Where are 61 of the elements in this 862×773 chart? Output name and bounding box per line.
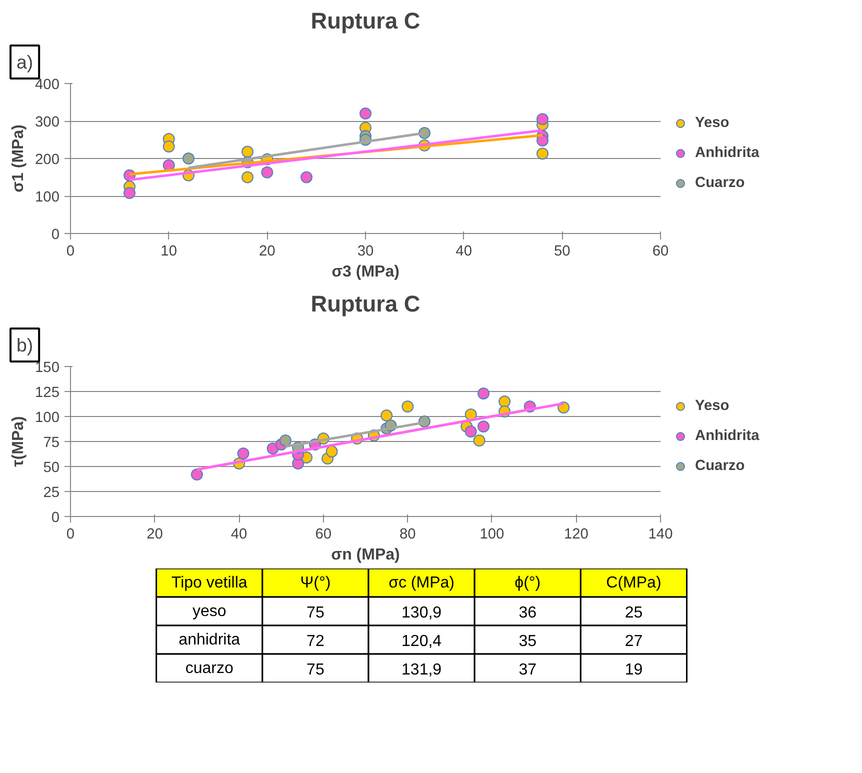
x-tick-label: 20 xyxy=(146,526,163,542)
text: 130,9 xyxy=(402,604,442,622)
y-axis-title: σ1 (MPa) xyxy=(10,124,28,192)
y-tick-label: 50 xyxy=(43,460,60,476)
x-tick-label: 50 xyxy=(554,244,570,260)
legend-label: Cuarzo xyxy=(695,458,745,474)
text: b) xyxy=(16,334,34,356)
x-tick-label: 10 xyxy=(160,244,177,260)
category-label: cuarzo xyxy=(185,660,234,677)
chart-title: Ruptura C xyxy=(310,290,420,316)
x-tick-label: 0 xyxy=(66,244,75,260)
x-tick-label: 140 xyxy=(648,526,673,542)
x-tick-label: 20 xyxy=(259,244,276,260)
text: 27 xyxy=(624,632,643,650)
text: 75 xyxy=(306,661,324,678)
legend-label: Anhidrita xyxy=(695,428,760,444)
legend-label: Cuarzo xyxy=(695,175,745,191)
category-label: σc (MPa) xyxy=(388,574,454,592)
x-tick-label: 60 xyxy=(315,526,332,542)
x-tick-label: 120 xyxy=(564,526,588,542)
category-label: Ψ(°) xyxy=(300,574,331,592)
text: 25 xyxy=(624,604,643,622)
y-tick-label: 300 xyxy=(35,114,60,130)
legend-label: Yeso xyxy=(695,398,730,414)
text: a) xyxy=(16,52,34,72)
text: 35 xyxy=(518,632,537,650)
x-tick-label: 80 xyxy=(399,526,416,542)
chart-title: Ruptura C xyxy=(310,8,420,34)
y-tick-label: 150 xyxy=(35,360,60,376)
text: 75 xyxy=(306,604,324,622)
y-tick-label: 100 xyxy=(35,190,60,206)
x-tick-label: 40 xyxy=(456,244,472,260)
category-label: ϕ(°) xyxy=(514,574,541,592)
category-label: C(MPa) xyxy=(606,574,662,592)
x-tick-label: 30 xyxy=(357,244,374,260)
y-tick-label: 0 xyxy=(51,510,60,526)
x-tick-label: 60 xyxy=(652,244,669,260)
text: 131,9 xyxy=(402,661,442,678)
category-label: Tipo vetilla xyxy=(171,574,248,592)
y-tick-label: 25 xyxy=(43,485,60,501)
y-tick-label: 100 xyxy=(35,410,60,426)
legend-label: Yeso xyxy=(695,115,730,131)
x-tick-label: 0 xyxy=(66,526,75,542)
category-label: anhidrita xyxy=(178,631,240,648)
y-tick-label: 75 xyxy=(43,435,60,451)
y-tick-label: 400 xyxy=(35,77,60,93)
y-tick-label: 125 xyxy=(35,385,60,401)
y-tick-label: 200 xyxy=(35,152,60,168)
text: 120,4 xyxy=(402,632,442,650)
text: 37 xyxy=(518,661,537,678)
category-label: yeso xyxy=(192,602,226,620)
x-axis-title: σ3 (MPa) xyxy=(332,264,400,280)
y-axis-title: τ(MPa) xyxy=(10,416,28,467)
y-tick-label: 0 xyxy=(51,227,60,243)
legend-label: Anhidrita xyxy=(695,145,760,161)
x-tick-label: 100 xyxy=(480,526,504,542)
text: 19 xyxy=(624,661,643,678)
text: 72 xyxy=(306,632,324,650)
x-axis-title: σn (MPa) xyxy=(331,546,400,564)
x-tick-label: 40 xyxy=(230,526,248,542)
text: 36 xyxy=(518,604,537,622)
